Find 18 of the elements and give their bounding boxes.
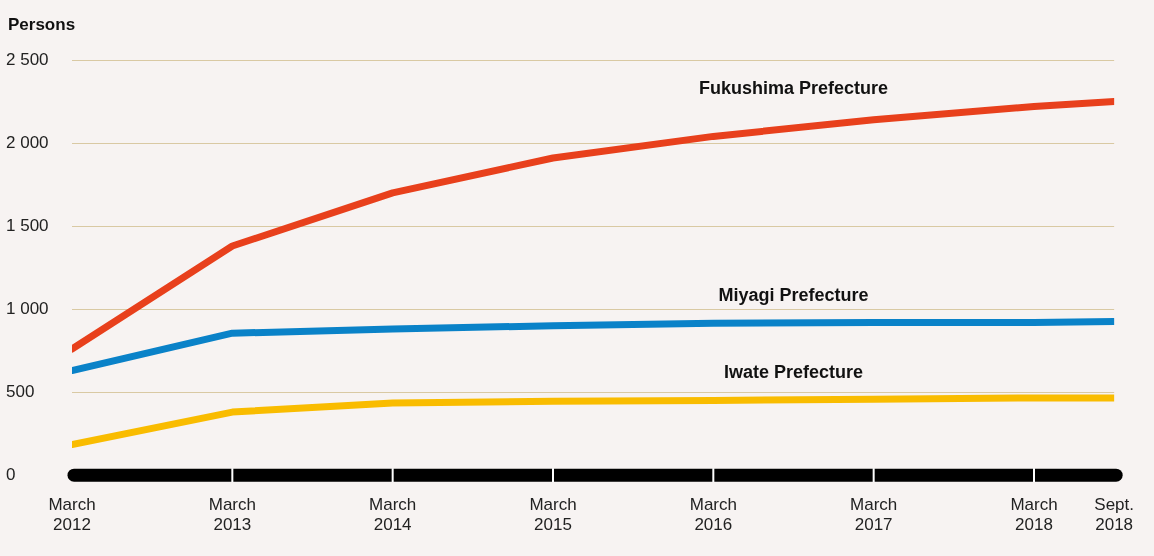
x-tick-label: March 2017 (850, 495, 898, 535)
x-tick-label: March 2012 (48, 495, 96, 535)
x-tick-label: March 2018 (1010, 495, 1058, 535)
y-tick-label: 1 500 (6, 215, 49, 235)
x-tick-label: March 2015 (529, 495, 577, 535)
y-tick-label: 0 (6, 464, 16, 484)
series-label: Iwate Prefecture (723, 361, 864, 382)
series-label: Miyagi Prefecture (718, 284, 869, 305)
x-tick-label: March 2016 (689, 495, 737, 535)
x-tick-label: March 2014 (369, 495, 417, 535)
y-tick-label: 500 (6, 381, 35, 401)
y-tick-label: 1 000 (6, 298, 49, 318)
y-axis-title: Persons (8, 14, 76, 34)
series-label: Fukushima Prefecture (698, 78, 889, 99)
y-tick-label: 2 500 (6, 49, 49, 69)
x-tick-label: March 2013 (208, 495, 256, 535)
x-tick-label: Sept. 2018 (1094, 495, 1134, 535)
y-tick-label: 2 000 (6, 132, 49, 152)
